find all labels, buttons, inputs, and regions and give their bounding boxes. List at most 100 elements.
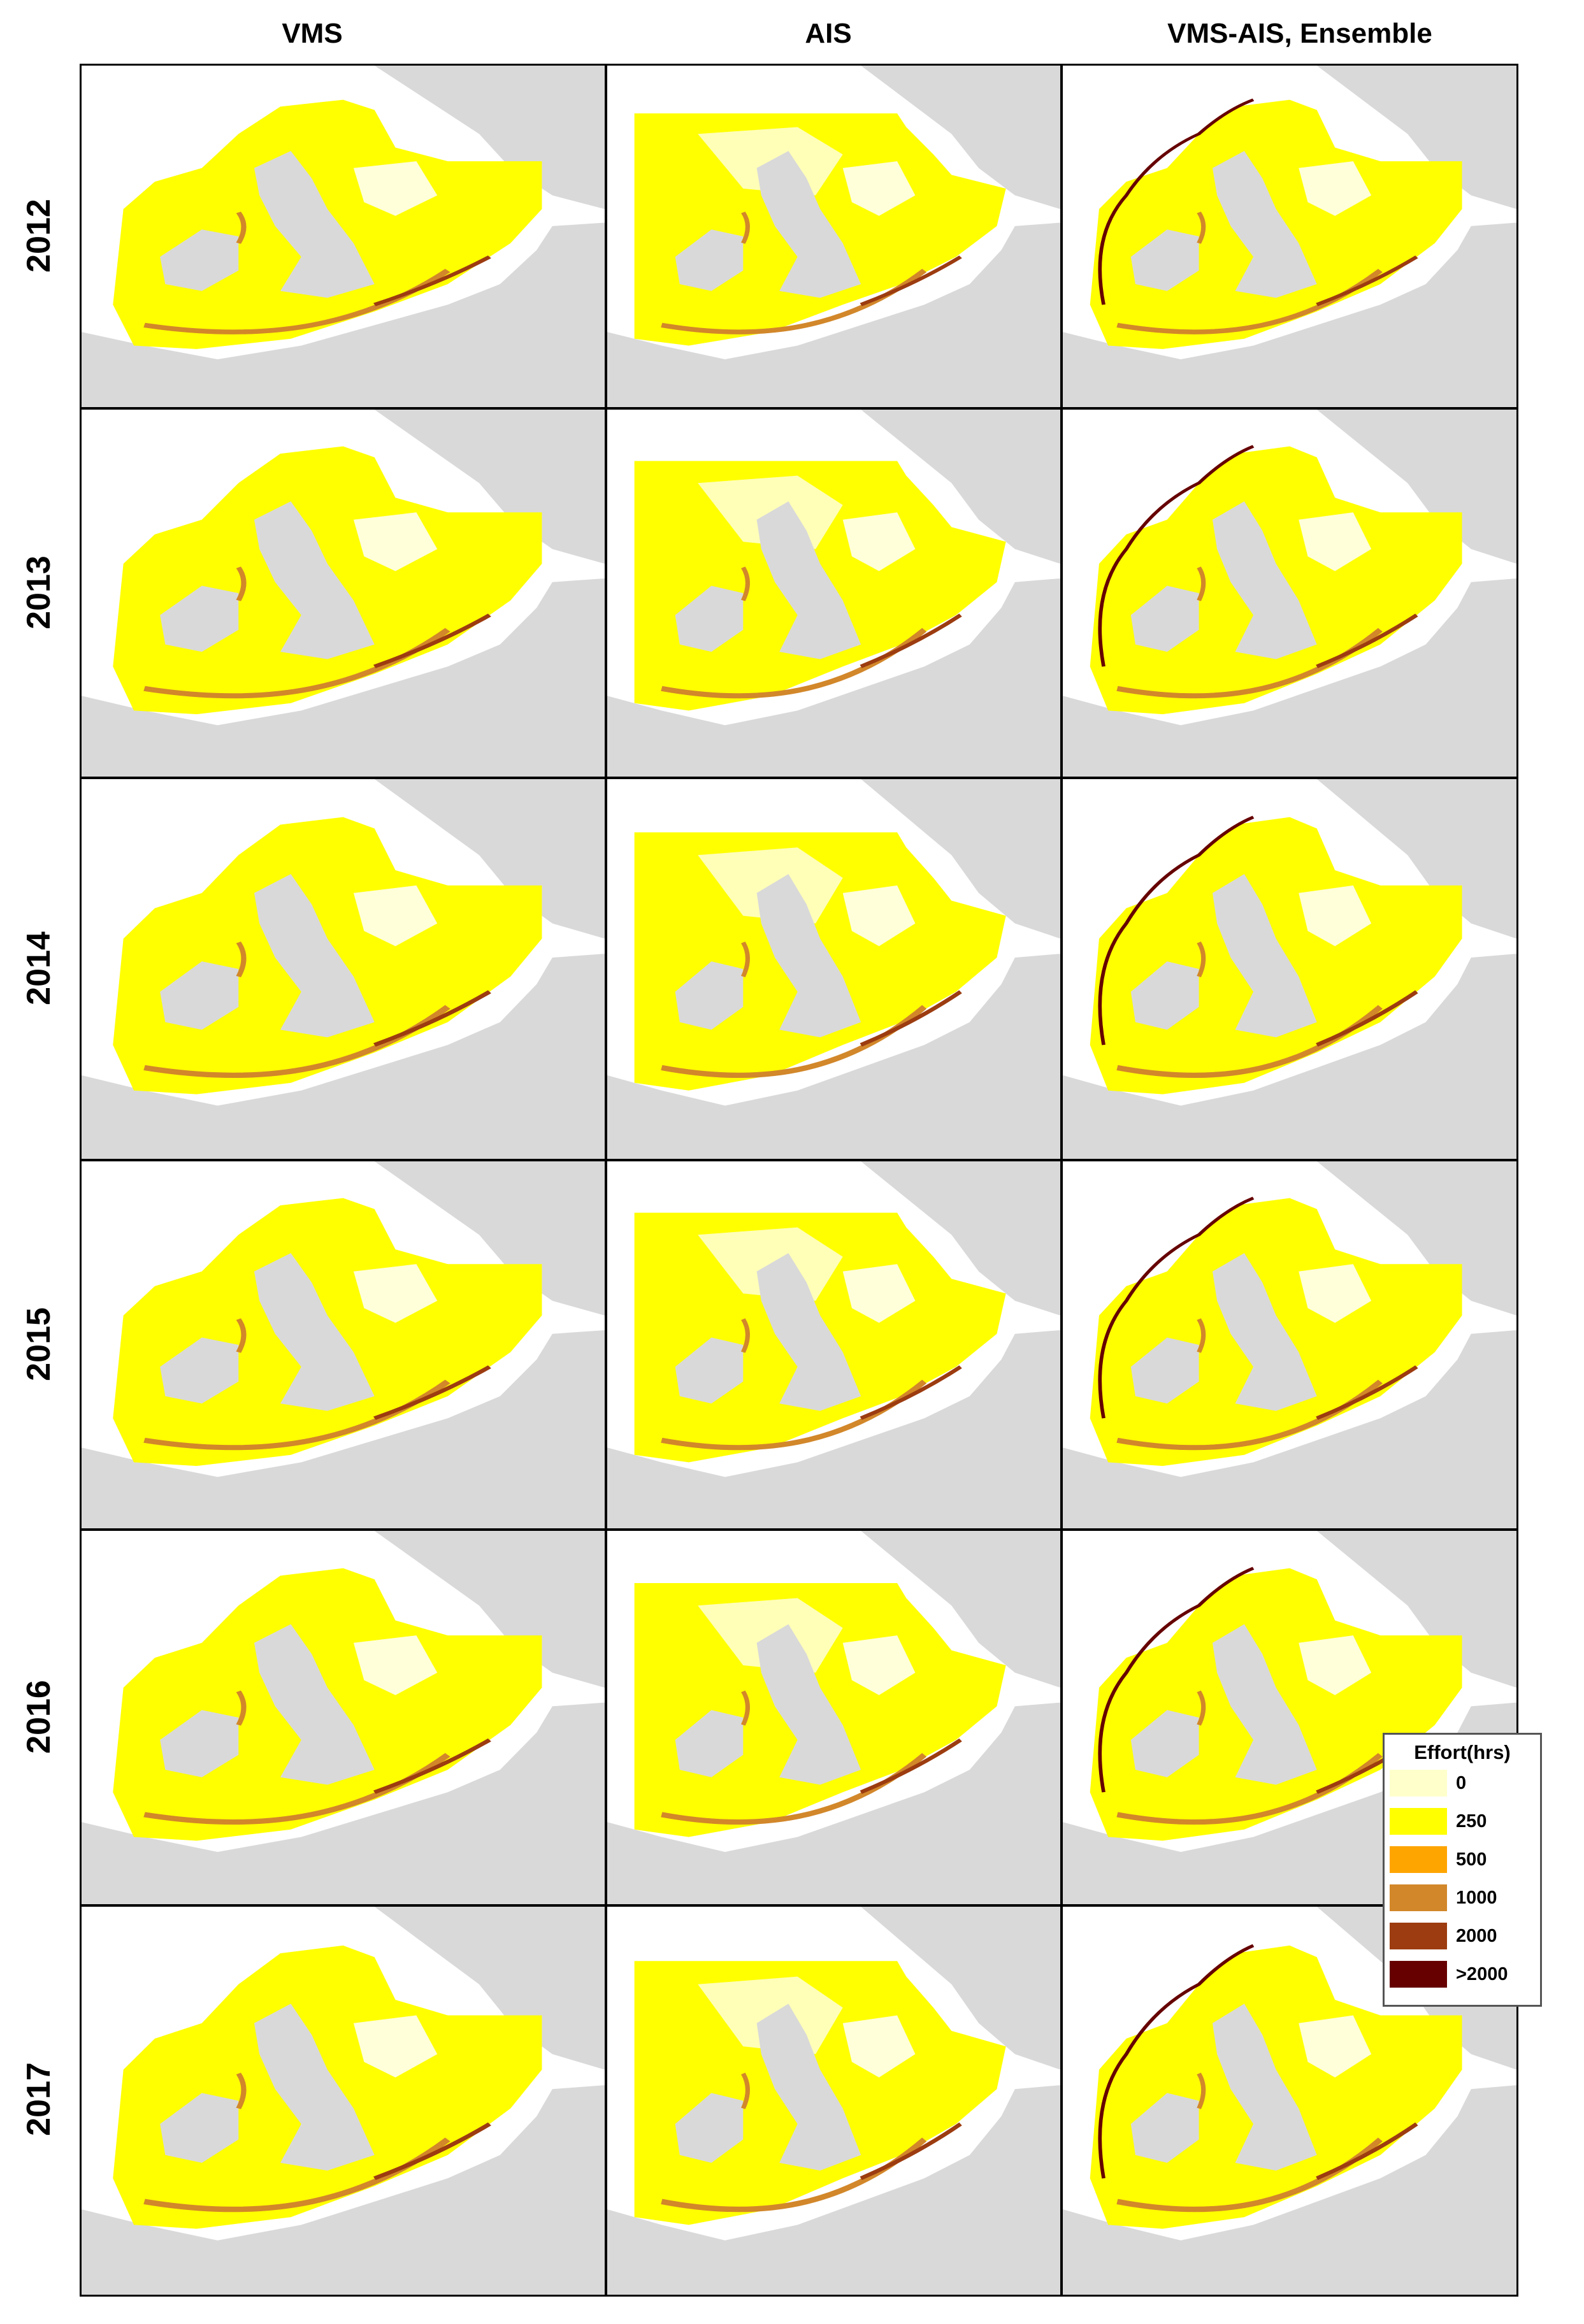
legend-item: 250 — [1385, 1802, 1540, 1840]
effort-map — [82, 66, 605, 407]
no-effort-patch — [842, 2015, 916, 2077]
effort-band-coast — [860, 255, 962, 306]
land-great-britain — [756, 874, 861, 1038]
map-panel — [1061, 1159, 1518, 1530]
effort-band-irish-sea — [236, 2072, 247, 2109]
land-great-britain — [254, 874, 375, 1038]
effort-map — [607, 410, 1060, 777]
no-effort-patch — [842, 1635, 916, 1695]
land-continent — [82, 1330, 605, 1528]
effort-band-shelf-edge — [1098, 815, 1255, 1045]
land-ireland — [1130, 585, 1199, 652]
effort-band-coast — [373, 1365, 491, 1420]
legend-swatch — [1390, 1770, 1447, 1797]
map-panel — [605, 1159, 1062, 1530]
land-scandinavia — [374, 1531, 605, 1688]
effort-band-shelf-edge — [1098, 98, 1255, 305]
effort-band-coast — [860, 990, 962, 1047]
effort-band-shelf-edge — [1098, 445, 1255, 667]
land-ireland — [160, 961, 239, 1030]
map-panel — [80, 408, 607, 778]
map-panel — [1061, 1905, 1518, 2297]
effort-band-irish-sea — [740, 1318, 750, 1353]
land-scandinavia — [1316, 1161, 1516, 1316]
map-panel — [80, 1529, 607, 1906]
column-title-ensemble: VMS-AIS, Ensemble — [1167, 18, 1432, 49]
land-continent — [607, 954, 1060, 1159]
land-great-britain — [756, 151, 861, 298]
no-effort-patch — [1299, 512, 1372, 571]
effort-band-coast — [373, 990, 491, 1047]
map-panel — [80, 1159, 607, 1530]
effort-band-coast — [373, 255, 491, 306]
effort-band-irish-sea — [236, 212, 247, 244]
effort-map — [1063, 410, 1516, 777]
no-effort-patch — [842, 161, 916, 216]
no-effort-patch — [353, 512, 438, 571]
land-ireland — [1130, 1337, 1199, 1404]
land-continent — [1063, 954, 1516, 1159]
land-ireland — [1130, 2093, 1199, 2163]
land-ireland — [160, 229, 239, 291]
legend-item: >2000 — [1385, 1955, 1540, 1993]
land-continent — [82, 222, 605, 407]
no-effort-patch — [1299, 1264, 1372, 1323]
no-effort-patch — [353, 1635, 438, 1695]
land-ireland — [675, 961, 744, 1030]
land-continent — [607, 2085, 1060, 2295]
no-effort-patch — [353, 2015, 438, 2077]
land-ireland — [675, 229, 744, 291]
no-effort-patch — [353, 1264, 438, 1323]
no-effort-patch — [353, 885, 438, 947]
land-continent — [607, 578, 1060, 777]
map-panel — [605, 1905, 1062, 2297]
land-continent — [1063, 1330, 1516, 1528]
effort-map — [607, 779, 1060, 1159]
land-great-britain — [756, 1624, 861, 1785]
effort-band-irish-sea — [236, 1690, 247, 1726]
land-ireland — [1130, 961, 1199, 1030]
land-scandinavia — [374, 1161, 605, 1316]
effort-map — [82, 1531, 605, 1904]
land-continent — [82, 2085, 605, 2295]
land-great-britain — [756, 2004, 861, 2171]
land-scandinavia — [1316, 410, 1516, 564]
no-effort-patch — [842, 885, 916, 947]
legend-label: 250 — [1456, 1811, 1487, 1832]
map-panel — [1061, 777, 1518, 1161]
land-scandinavia — [1316, 779, 1516, 939]
land-scandinavia — [1316, 1531, 1516, 1688]
no-effort-patch — [353, 161, 438, 216]
legend-label: 500 — [1456, 1849, 1487, 1870]
land-ireland — [675, 585, 744, 652]
land-scandinavia — [861, 1907, 1060, 2070]
land-continent — [82, 954, 605, 1159]
land-continent — [607, 1330, 1060, 1528]
effort-band-coast — [373, 613, 491, 668]
land-scandinavia — [861, 779, 1060, 939]
map-panel — [605, 777, 1062, 1161]
effort-band-coast — [373, 2122, 491, 2181]
effort-legend: Effort(hrs) 0 250 500 1000 2000 >2000 — [1383, 1733, 1542, 2007]
no-effort-patch — [1299, 1635, 1372, 1695]
effort-band-coast — [1316, 2122, 1418, 2181]
effort-band-shelf-edge — [1098, 1567, 1255, 1793]
row-label-2012: 2012 — [20, 199, 57, 273]
no-effort-patch — [1299, 161, 1372, 216]
effort-band-irish-sea — [1197, 566, 1206, 601]
column-title-vms: VMS — [282, 18, 343, 49]
legend-label: 0 — [1456, 1772, 1467, 1793]
effort-band-coast — [860, 2122, 962, 2181]
legend-item: 2000 — [1385, 1917, 1540, 1955]
legend-item: 0 — [1385, 1764, 1540, 1802]
land-continent — [82, 1702, 605, 1904]
land-ireland — [160, 2093, 239, 2163]
map-panel — [605, 1529, 1062, 1906]
effort-band-irish-sea — [1197, 2072, 1206, 2109]
map-panel — [1061, 64, 1518, 409]
effort-band-coast — [1316, 1365, 1418, 1420]
effort-band-irish-sea — [1197, 212, 1206, 244]
legend-swatch — [1390, 1923, 1447, 1949]
effort-band-irish-sea — [1197, 1318, 1206, 1353]
land-scandinavia — [861, 66, 1060, 210]
